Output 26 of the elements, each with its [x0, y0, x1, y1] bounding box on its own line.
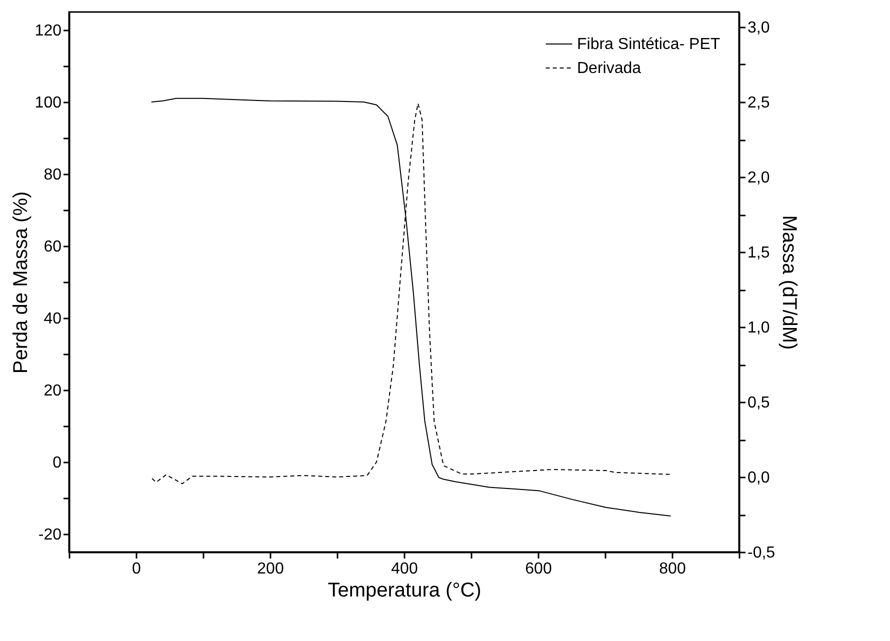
y2-tick-label: 2,5	[748, 94, 770, 112]
y2-tick-label: 0,0	[748, 470, 770, 486]
y2-tick-label: 0,5	[748, 394, 770, 412]
y-tick-label: 0	[52, 454, 62, 472]
legend-label: Derivada	[577, 60, 642, 77]
y-tick-label: 40	[44, 310, 62, 328]
y2-tick-label: 2,0	[748, 170, 770, 186]
y2-tick-label: 1,5	[748, 244, 770, 262]
y-tick-label: 100	[34, 94, 62, 112]
x-tick-label: 0	[132, 560, 142, 578]
y2-tick-label: 3,0	[748, 20, 770, 36]
x-tick-label: 200	[257, 560, 284, 578]
y-tick-label: -20	[38, 526, 62, 544]
x-tick-label: 800	[659, 560, 686, 578]
x-axis-title: Temperatura (°C)	[328, 580, 482, 602]
x-tick-label: 600	[525, 560, 552, 578]
y-tick-label: 120	[34, 22, 62, 40]
y2-tick-label: 1,0	[748, 320, 770, 336]
y2-tick-label: -0,5	[748, 544, 776, 562]
y-tick-label: 80	[44, 166, 62, 184]
y2-axis-title: Massa (dT/dM)	[778, 215, 800, 350]
x-tick-label: 400	[391, 560, 418, 578]
legend-label: Fibra Sintética- PET	[577, 36, 720, 53]
y-tick-label: 60	[44, 238, 62, 256]
y-tick-label: 20	[44, 382, 62, 400]
y-axis-title: Perda de Massa (%)	[10, 191, 32, 374]
